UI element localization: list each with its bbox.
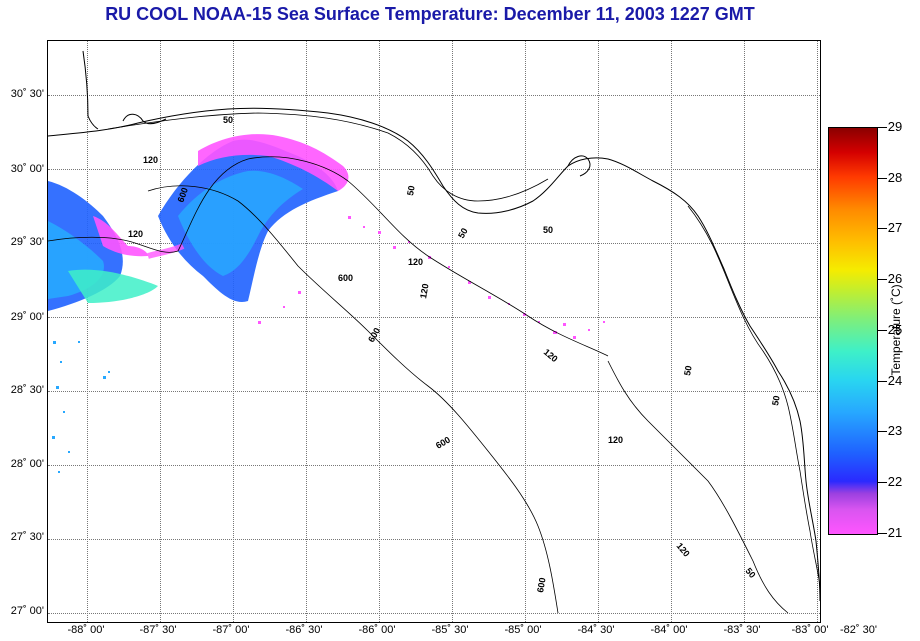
contour-label: 50 — [223, 115, 233, 125]
grid-line — [598, 41, 599, 622]
contour-label: 50 — [456, 226, 470, 240]
lat-label: 30˚ 00' — [10, 163, 44, 175]
colorbar-tick — [877, 127, 887, 128]
sst-scattered-pixels — [258, 216, 605, 339]
sst-west-cool-edge — [93, 216, 148, 257]
grid-line — [48, 539, 820, 540]
colorbar-tick — [877, 381, 887, 382]
contour-label: 600 — [366, 326, 382, 344]
coastline — [48, 50, 820, 602]
lon-label: -85˚ 30' — [431, 624, 469, 636]
colorbar-label: 23 — [887, 423, 903, 438]
grid-line — [671, 41, 672, 622]
grid-line — [48, 169, 820, 170]
grid-line — [48, 243, 820, 244]
contour-50 — [107, 112, 549, 202]
contour-label: 120 — [608, 435, 623, 445]
contour-label: 120 — [542, 347, 560, 364]
contour-120 — [48, 156, 609, 357]
grid-line — [48, 95, 820, 96]
grid-line — [87, 41, 88, 622]
contour-label: 120 — [143, 155, 158, 165]
grid-line — [48, 613, 820, 614]
sst-map: 50 120 600 120 50 600 120 50 600 120 600… — [47, 40, 821, 623]
sst-west-warm — [68, 269, 158, 303]
lon-label: -84˚ 00' — [650, 624, 688, 636]
contour-label: 50 — [682, 365, 694, 377]
grid-line — [48, 317, 820, 318]
lon-label: -87˚ 00' — [212, 624, 250, 636]
contour-label: 600 — [434, 435, 452, 451]
lon-label: -83˚ 00' — [791, 624, 829, 636]
colorbar-label: 22 — [887, 474, 903, 489]
lat-label: 29˚ 30' — [10, 236, 44, 248]
map-drawing: 50 120 600 120 50 600 120 50 600 120 600… — [48, 50, 820, 614]
lat-label: 28˚ 30' — [10, 384, 44, 396]
sst-central-inner — [178, 170, 303, 276]
colorbar-label: 24 — [887, 373, 903, 388]
contour-label: 600 — [338, 273, 353, 283]
colorbar-label: 27 — [887, 220, 903, 235]
lat-label: 30˚ 30' — [10, 88, 44, 100]
colorbar-label: 25 — [887, 322, 903, 337]
grid-line — [744, 41, 745, 622]
contour-label: 120 — [408, 257, 423, 267]
lat-label: 28˚ 00' — [10, 458, 44, 470]
sst-data-layer — [48, 134, 605, 473]
map-title: RU COOL NOAA-15 Sea Surface Temperature:… — [105, 4, 755, 24]
lat-label: 27˚ 30' — [10, 531, 44, 543]
colorbar-label: 21 — [887, 525, 903, 540]
contour-label: 120 — [674, 541, 691, 559]
grid-line — [306, 41, 307, 622]
lon-label: -85˚ 00' — [504, 624, 542, 636]
contour-label: 50 — [543, 225, 553, 235]
lon-label: -88˚ 00' — [67, 624, 105, 636]
colorbar-label: 26 — [887, 271, 903, 286]
colorbar-title: Temperature (˚C) — [889, 284, 903, 376]
contour-label: 600 — [535, 577, 547, 594]
colorbar-tick — [877, 279, 887, 280]
contour-label: 50 — [743, 566, 757, 580]
colorbar-tick — [877, 533, 887, 534]
depth-contours — [48, 112, 820, 614]
lon-label: -86˚ 00' — [358, 624, 396, 636]
sst-scattered-blue — [52, 341, 110, 473]
lon-label: -84˚ 30' — [577, 624, 615, 636]
contour-600 — [147, 185, 559, 614]
temperature-colorbar — [828, 127, 878, 535]
grid-line — [379, 41, 380, 622]
colorbar-label: 28 — [887, 170, 903, 185]
lat-label: 27˚ 00' — [10, 605, 44, 617]
grid-line — [160, 41, 161, 622]
sst-central-cool-edge — [198, 134, 349, 191]
grid-line — [48, 391, 820, 392]
contour-120-south — [607, 360, 789, 614]
grid-line — [817, 41, 818, 622]
lon-label: -82˚ 30' — [840, 624, 877, 636]
contour-label: 50 — [405, 185, 417, 197]
colorbar-tick — [877, 482, 887, 483]
contour-label: 600 — [175, 186, 190, 204]
grid-line — [452, 41, 453, 622]
grid-line — [525, 41, 526, 622]
colorbar-tick — [877, 330, 887, 331]
contour-label: 120 — [128, 229, 143, 239]
colorbar-tick — [877, 228, 887, 229]
colorbar-tick — [877, 178, 887, 179]
colorbar-tick — [877, 431, 887, 432]
lon-label: -83˚ 30' — [723, 624, 761, 636]
colorbar-label: 29 — [887, 119, 903, 134]
contour-50-east — [687, 205, 820, 587]
grid-line — [233, 41, 234, 622]
lon-label: -86˚ 30' — [285, 624, 323, 636]
grid-line — [48, 465, 820, 466]
lat-label: 29˚ 00' — [10, 311, 44, 323]
contour-label: 50 — [770, 395, 782, 407]
contour-label: 120 — [418, 283, 430, 300]
lon-label: -87˚ 30' — [139, 624, 177, 636]
